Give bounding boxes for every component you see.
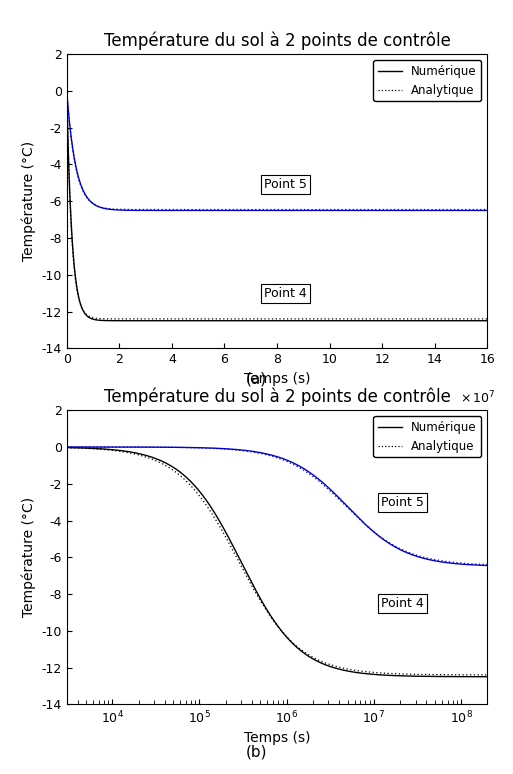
X-axis label: Temps (s): Temps (s) xyxy=(244,372,310,385)
Text: Point 4: Point 4 xyxy=(381,597,424,610)
Text: Point 5: Point 5 xyxy=(264,178,307,191)
Text: Point 5: Point 5 xyxy=(381,496,424,509)
Y-axis label: Température (°C): Température (°C) xyxy=(22,497,36,618)
X-axis label: Temps (s): Temps (s) xyxy=(244,731,310,745)
Legend: Numérique, Analytique: Numérique, Analytique xyxy=(373,60,481,101)
Text: (b): (b) xyxy=(246,745,267,760)
Title: Température du sol à 2 points de contrôle: Température du sol à 2 points de contrôl… xyxy=(104,31,450,50)
Text: $\times\,10^7$: $\times\,10^7$ xyxy=(460,389,496,406)
Title: Température du sol à 2 points de contrôle: Température du sol à 2 points de contrôl… xyxy=(104,387,450,406)
Text: (a): (a) xyxy=(246,371,267,386)
Y-axis label: Température (°C): Température (°C) xyxy=(22,141,36,262)
Legend: Numérique, Analytique: Numérique, Analytique xyxy=(373,416,481,457)
Text: Point 4: Point 4 xyxy=(264,287,307,300)
